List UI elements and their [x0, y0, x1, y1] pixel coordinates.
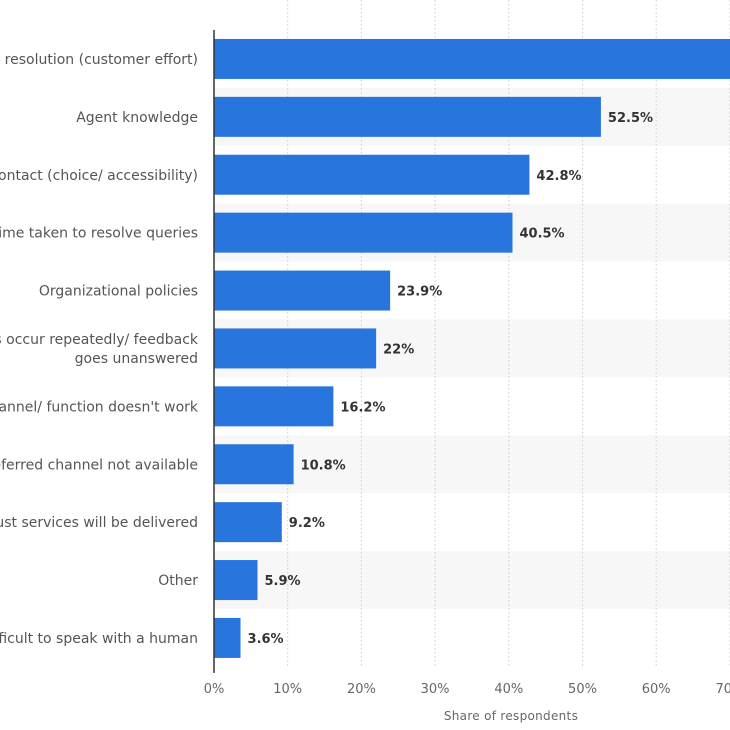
- x-tick-label: 60%: [642, 682, 671, 697]
- bar: [214, 560, 258, 601]
- row-band: [214, 435, 730, 494]
- x-tick-labels: 0% 10% 20% 30% 40% 50% 60% 70%: [204, 682, 730, 697]
- value-label: 22%: [383, 342, 414, 357]
- bar: [214, 38, 730, 79]
- category-label: Ease of query resolution (customer effor…: [0, 52, 198, 68]
- x-tick-label: 20%: [347, 682, 376, 697]
- bar: [214, 328, 377, 369]
- value-label: 23.9%: [397, 285, 442, 300]
- bars: [214, 38, 730, 658]
- category-label: Problems occur repeatedly/ feedbackgoes …: [0, 332, 199, 367]
- category-labels: Ease of query resolution (customer effor…: [0, 52, 199, 647]
- value-label: 9.2%: [289, 516, 325, 531]
- value-label: 40.5%: [519, 227, 564, 242]
- bar: [214, 617, 241, 658]
- x-tick-label: 40%: [494, 682, 523, 697]
- bar: [214, 270, 391, 311]
- value-label: 42.8%: [536, 169, 581, 184]
- category-label: Preferred channel not available: [0, 457, 198, 473]
- category-label: Time taken to resolve queries: [0, 226, 198, 242]
- bar: [214, 212, 513, 253]
- category-label: Difficult to speak with a human: [0, 631, 198, 647]
- value-label: 10.8%: [301, 458, 346, 473]
- category-label: Other: [158, 573, 198, 589]
- category-label: Channel of contact (choice/ accessibilit…: [0, 168, 198, 184]
- value-label: 16.2%: [340, 400, 385, 415]
- value-labels: 52.5% 42.8% 40.5% 23.9% 22% 16.2% 10.8% 9.2% 5.9…: [248, 111, 654, 647]
- category-label: Do not trust services will be delivered: [0, 515, 198, 531]
- x-tick-label: 10%: [273, 682, 302, 697]
- x-axis-title: Share of respondents: [444, 709, 578, 723]
- x-tick-label: 0%: [204, 682, 225, 697]
- row-band: [214, 551, 730, 609]
- category-label: Organizational policies: [39, 284, 198, 300]
- category-label: Agent knowledge: [76, 110, 198, 126]
- value-label: 3.6%: [248, 632, 284, 647]
- value-label: 52.5%: [608, 111, 653, 126]
- category-label: Self-service channel/ function doesn't w…: [0, 399, 199, 415]
- x-tick-label: 70%: [715, 682, 730, 697]
- bar: [214, 154, 530, 195]
- x-tick-label: 50%: [568, 682, 597, 697]
- bar: [214, 96, 601, 137]
- value-label: 5.9%: [264, 574, 300, 589]
- bar: [214, 502, 282, 543]
- bar: [214, 444, 294, 485]
- bar: [214, 386, 334, 427]
- x-tick-label: 30%: [421, 682, 450, 697]
